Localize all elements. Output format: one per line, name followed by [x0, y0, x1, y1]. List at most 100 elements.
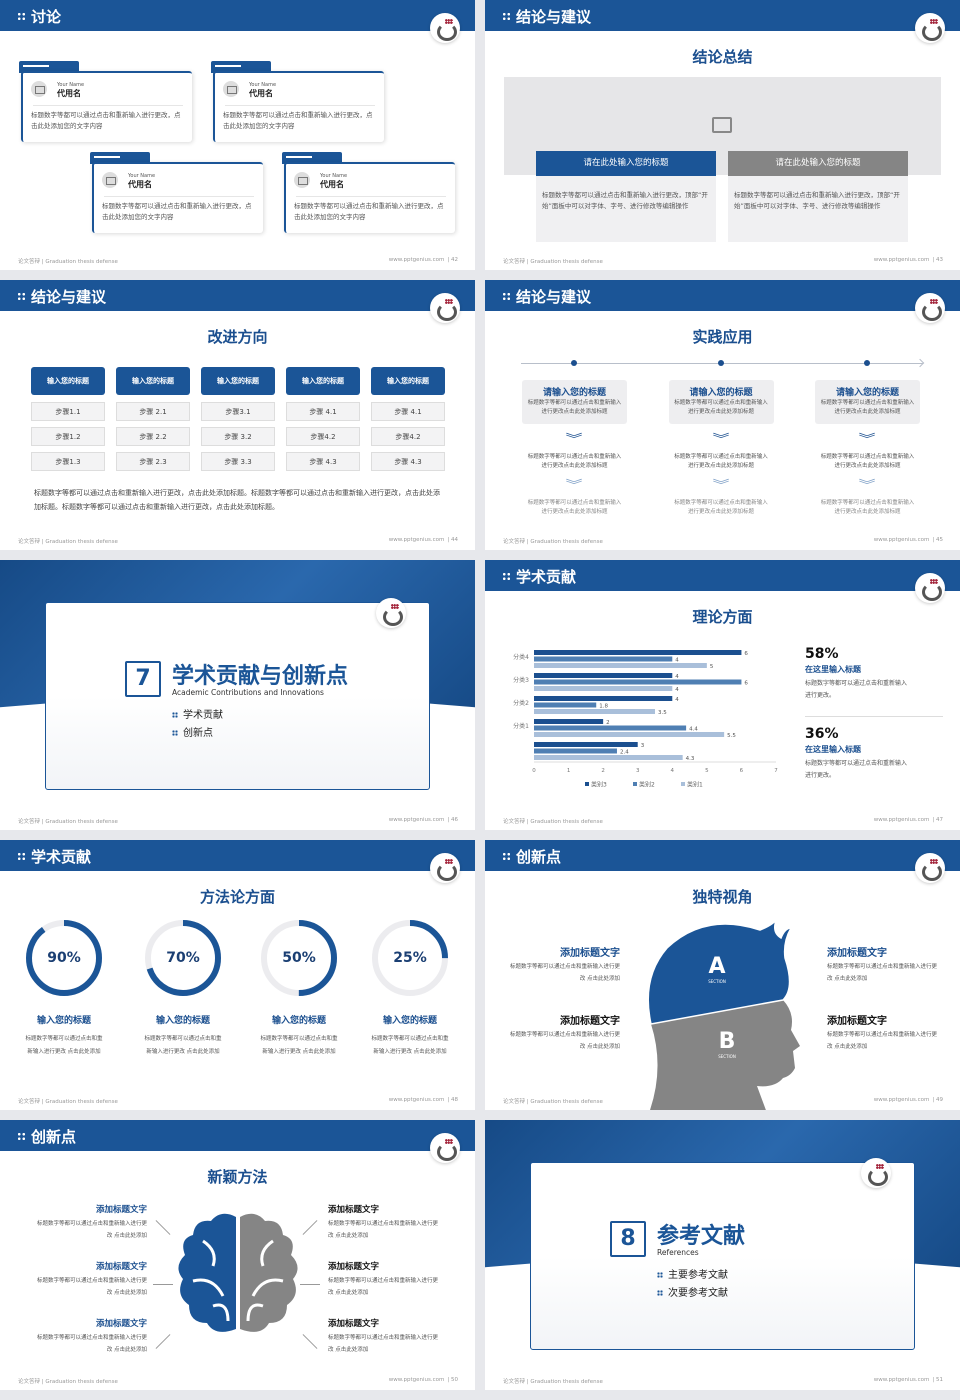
brain-fold — [260, 1239, 274, 1267]
footer-right: www.pptgenius.com | 51 — [874, 1377, 943, 1383]
box-text: 标题数字等都可以通过点击和重新输入进行更改，顶部“开始”面板中可以对字体、字号、… — [542, 191, 708, 210]
footer-left: 论文答辩 | Graduation thesis defense — [18, 1379, 118, 1385]
bar — [534, 679, 742, 685]
card-body: Your Name 代用名 标题数字等都可以通过点击和重新输入进行更改，点击此处添加… — [92, 162, 263, 233]
page-number: | 46 — [447, 817, 458, 823]
slide-title: 新颖方法 — [207, 1168, 268, 1186]
header-title-text: 结论与建议 — [516, 288, 592, 306]
stat-title: 在这里输入标题 — [805, 745, 861, 754]
brain-fold — [202, 1239, 216, 1267]
data-label: 3 — [641, 743, 645, 749]
x-tick-label: 3 — [636, 768, 640, 774]
logo-icon — [376, 598, 406, 628]
slide-49[interactable]: 创新点 独特视角 论文答辩 | Graduation thesis defense w… — [485, 840, 960, 1110]
bar — [534, 686, 673, 691]
section-subtitle-en: References — [657, 1248, 699, 1257]
slide-51[interactable]: 8 参考文献 References 主要参考文献 次要参考文献 论文答辩 | Gradua… — [485, 1120, 960, 1390]
page-number: | 43 — [932, 257, 943, 263]
data-label: 3.5 — [658, 710, 667, 716]
item-text: 标题数字等都可以通过点击和重新输入进行更改 点击此处添加 — [827, 1032, 938, 1050]
box-title: 请在此处输入您的标题 — [536, 151, 716, 176]
header-title: 结论与建议 — [502, 6, 591, 27]
section-card — [530, 1162, 915, 1350]
step-text: 标题数字等都可以通过点击和重新输入进行更改点击此处添加标题 — [674, 454, 768, 469]
bullet-icon — [172, 730, 178, 736]
logo-icon — [430, 853, 460, 883]
bullet-icon — [172, 712, 178, 718]
header-title: 结论与建议 — [502, 286, 591, 307]
header-bar: 创新点 — [0, 1120, 475, 1151]
image-placeholder-icon — [102, 172, 118, 188]
ring-label: 50% — [282, 950, 316, 966]
section-b-letter: B — [719, 1029, 736, 1054]
data-label: 6 — [744, 651, 748, 657]
logo-icon — [430, 1133, 460, 1163]
bar — [534, 725, 687, 731]
slide-48[interactable]: 学术贡献 方法论方面 论文答辩 | Graduation thesis defens… — [0, 840, 475, 1110]
logo-icon — [861, 1158, 891, 1188]
dots-icon — [17, 12, 26, 21]
step-box: 步骤1.3 — [31, 452, 105, 471]
content-box-1 — [536, 176, 716, 242]
slide-45[interactable]: 结论与建议 实践应用 论文答辩 | Graduation thesis defens… — [485, 280, 960, 550]
slide-42[interactable]: 讨论 论文答辩 | Graduation thesis defense www.pp… — [0, 0, 475, 270]
footer-right: www.pptgenius.com | 43 — [874, 257, 943, 263]
folder-tab — [90, 152, 150, 164]
step-box: 步骤 4.1 — [286, 402, 360, 421]
section-title: 参考文献 — [657, 1224, 746, 1249]
slide-50[interactable]: 创新点 新颖方法 论文答辩 | Graduation thesis defense w… — [0, 1120, 475, 1390]
bar-chart: 分类4 6 4 5 分类3 4 6 4 分类2 4 1.8 3.5 分类1 2 4.4 5.5 3 2.4 4.3 0… — [513, 650, 778, 789]
slide-44[interactable]: 结论与建议 改进方向 论文答辩 | Graduation thesis defens… — [0, 280, 475, 550]
x-tick-label: 2 — [601, 768, 605, 774]
header-title: 创新点 — [502, 846, 561, 867]
data-label: 2.4 — [620, 749, 629, 755]
head-section-b — [649, 1000, 800, 1110]
slide-43[interactable]: 结论与建议 结论总结 论文答辩 | Graduation thesis defens… — [485, 0, 960, 270]
legend-swatch — [681, 782, 685, 786]
footer-left: 论文答辩 | Graduation thesis defense — [503, 539, 603, 545]
footer-right: www.pptgenius.com | 48 — [389, 1097, 458, 1103]
section-a-letter: A — [708, 954, 725, 979]
logo-icon — [915, 853, 945, 883]
legend-swatch — [633, 782, 637, 786]
connector-line — [302, 1334, 318, 1349]
tab-dashes — [215, 65, 241, 67]
step-title: 请输入您的标题 — [542, 388, 606, 398]
header-bar: 学术贡献 — [0, 840, 475, 871]
ring-progress — [26, 920, 102, 996]
footer-url: www.pptgenius.com — [388, 257, 445, 263]
footer-left: 论文答辩 | Graduation thesis defense — [18, 1099, 118, 1105]
page-number: | 42 — [447, 257, 458, 263]
box-text: 标题数字等都可以通过点击和重新输入进行更改，顶部“开始”面板中可以对字体、字号、… — [734, 191, 900, 210]
header-title-text: 创新点 — [31, 1128, 77, 1146]
dots-icon — [17, 852, 26, 861]
ring-title: 输入您的标题 — [271, 1016, 326, 1026]
double-chevron-icon: ︾ — [712, 478, 729, 492]
slide-47[interactable]: 学术贡献 理论方面 论文答辩 | Graduation thesis defense… — [485, 560, 960, 830]
card-body: Your Name 代用名 标题数字等都可以通过点击和重新输入进行更改，点击此处添加… — [213, 71, 384, 142]
item-text: 标题数字等都可以通过点击和重新输入进行更改 点击此处添加 — [37, 1278, 148, 1296]
stat-text: 标题数字等都可以通过点击和重新输入进行更改。 — [805, 680, 908, 699]
ring-text: 标题数字等都可以通过点击和重新输入进行更改 点击此处添加 — [371, 1036, 449, 1055]
profile-card: Your Name 代用名 标题数字等都可以通过点击和重新输入进行更改，点击此处添加… — [19, 61, 192, 142]
page-number: | 48 — [447, 1097, 458, 1103]
page-number: | 51 — [932, 1377, 943, 1383]
brain-fold — [212, 1303, 230, 1322]
data-label: 4 — [675, 657, 679, 663]
header-title: 讨论 — [17, 6, 61, 27]
x-tick-label: 6 — [740, 768, 744, 774]
data-label: 4 — [675, 674, 679, 680]
slide-46[interactable]: 7 学术贡献与创新点 Academic Contributions and Inno… — [0, 560, 475, 830]
item-text: 标题数字等都可以通过点击和重新输入进行更改 点击此处添加 — [328, 1278, 439, 1296]
box-title: 请在此处输入您的标题 — [728, 151, 908, 176]
header-title-text: 学术贡献 — [31, 848, 92, 866]
category-label: 分类2 — [513, 699, 529, 707]
step-text: 标题数字等都可以通过点击和重新输入进行更改点击此处添加标题 — [527, 500, 622, 515]
footer-left: 论文答辩 | Graduation thesis defense — [18, 539, 118, 545]
column-header: 输入您的标题 — [371, 367, 445, 395]
name-en: Your Name — [128, 173, 156, 179]
data-label: 5 — [710, 664, 714, 670]
section-item-label: 创新点 — [183, 728, 213, 739]
stat-value: 36% — [805, 726, 839, 742]
ring-title: 输入您的标题 — [382, 1016, 437, 1026]
